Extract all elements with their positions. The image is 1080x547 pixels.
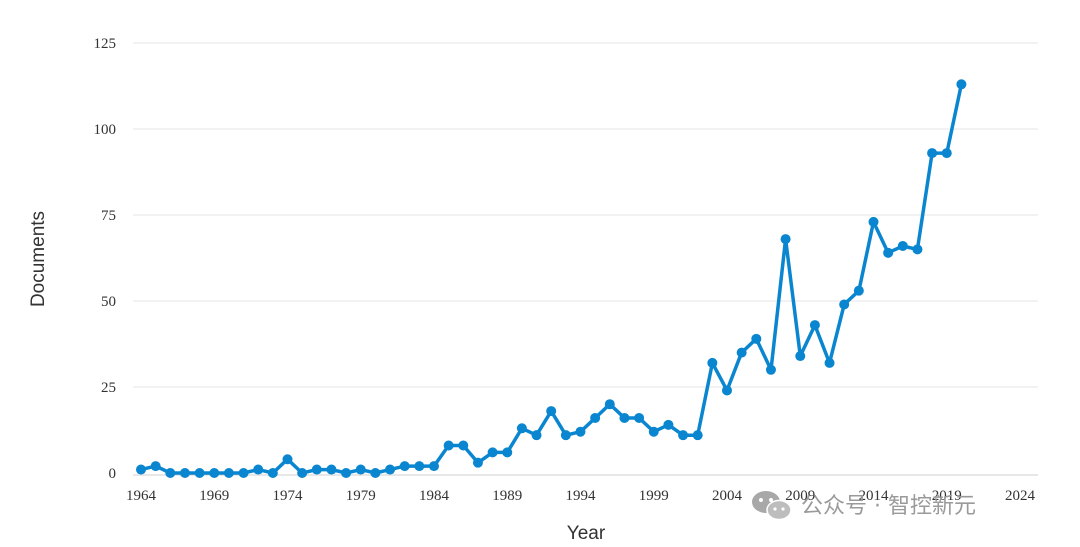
data-point: [765, 364, 776, 375]
data-point: [414, 461, 425, 472]
data-point: [223, 468, 234, 478]
data-point: [209, 468, 220, 478]
wechat-icon: [752, 491, 792, 521]
y-tick-label: 75: [101, 208, 116, 224]
data-point: [385, 464, 396, 475]
data-point: [648, 426, 659, 437]
data-point: [751, 333, 762, 344]
data-point: [722, 385, 732, 396]
data-point: [560, 430, 571, 441]
data-point: [267, 468, 278, 478]
x-axis-ticks: 1964 1969 1974 1979 1984 1989 1994 1999 2004 2009…: [126, 488, 1036, 504]
x-tick-label: 1979: [346, 488, 376, 504]
data-point: [824, 357, 835, 368]
data-point: [634, 412, 645, 423]
data-point: [253, 464, 264, 475]
data-point: [795, 351, 806, 362]
data-point: [927, 148, 938, 159]
y-tick-label: 100: [94, 122, 117, 138]
data-point: [297, 468, 308, 478]
y-axis-title: Documents: [28, 211, 49, 307]
data-point: [472, 457, 483, 468]
gridlines: [133, 42, 1038, 388]
data-point: [136, 464, 146, 475]
data-point: [516, 423, 527, 434]
data-point: [458, 440, 469, 451]
x-axis-title: Year: [567, 523, 606, 544]
data-point: [575, 426, 586, 437]
data-point: [590, 412, 601, 423]
data-point: [429, 461, 439, 472]
data-point: [370, 468, 381, 478]
data-point: [883, 247, 894, 258]
x-tick-label: 1964: [126, 488, 157, 504]
data-point: [194, 468, 205, 478]
x-tick-label: 2024: [1005, 488, 1036, 504]
y-tick-label: 0: [109, 466, 117, 482]
data-point: [780, 234, 791, 245]
data-point: [839, 299, 850, 310]
x-tick-label: 2019: [932, 488, 962, 504]
y-tick-label: 125: [94, 36, 117, 52]
data-point: [502, 447, 513, 458]
data-point: [311, 464, 322, 475]
data-point: [663, 419, 674, 430]
watermark: 公众号 · 智控新元: [752, 491, 976, 521]
data-point: [853, 285, 864, 296]
data-point: [619, 412, 630, 423]
data-point: [736, 347, 747, 358]
data-point: [707, 357, 718, 368]
data-point: [912, 244, 923, 255]
data-point: [604, 399, 615, 410]
data-point: [282, 454, 293, 465]
data-point: [443, 440, 454, 451]
x-tick-label: 2014: [859, 488, 890, 504]
watermark-text: 公众号 · 智控新元: [801, 494, 976, 519]
x-tick-label: 1999: [639, 488, 669, 504]
data-point: [531, 430, 542, 441]
data-point: [341, 468, 352, 478]
series-documents: [136, 79, 967, 478]
y-axis-ticks: 0 25 50 75 100 125: [94, 36, 117, 482]
data-point: [868, 216, 879, 227]
x-tick-label: 1989: [492, 488, 522, 504]
data-point: [399, 461, 410, 472]
data-point: [150, 461, 161, 472]
x-tick-label: 1994: [566, 488, 597, 504]
data-point: [809, 320, 820, 331]
data-point: [941, 148, 952, 159]
data-point: [179, 468, 190, 478]
data-point: [692, 430, 703, 441]
data-point: [956, 79, 967, 90]
x-tick-label: 2004: [712, 488, 743, 504]
x-tick-label: 2009: [785, 488, 815, 504]
x-tick-label: 1969: [199, 488, 229, 504]
y-tick-label: 50: [101, 294, 116, 310]
data-point: [487, 447, 498, 458]
data-point: [355, 464, 366, 475]
data-point: [165, 468, 176, 478]
y-tick-label: 25: [101, 380, 116, 396]
x-tick-label: 1974: [273, 488, 304, 504]
x-tick-label: 1984: [419, 488, 450, 504]
data-point: [238, 468, 249, 478]
data-point: [326, 464, 337, 475]
data-point: [546, 406, 557, 417]
data-point: [678, 430, 689, 441]
data-point: [897, 240, 908, 251]
